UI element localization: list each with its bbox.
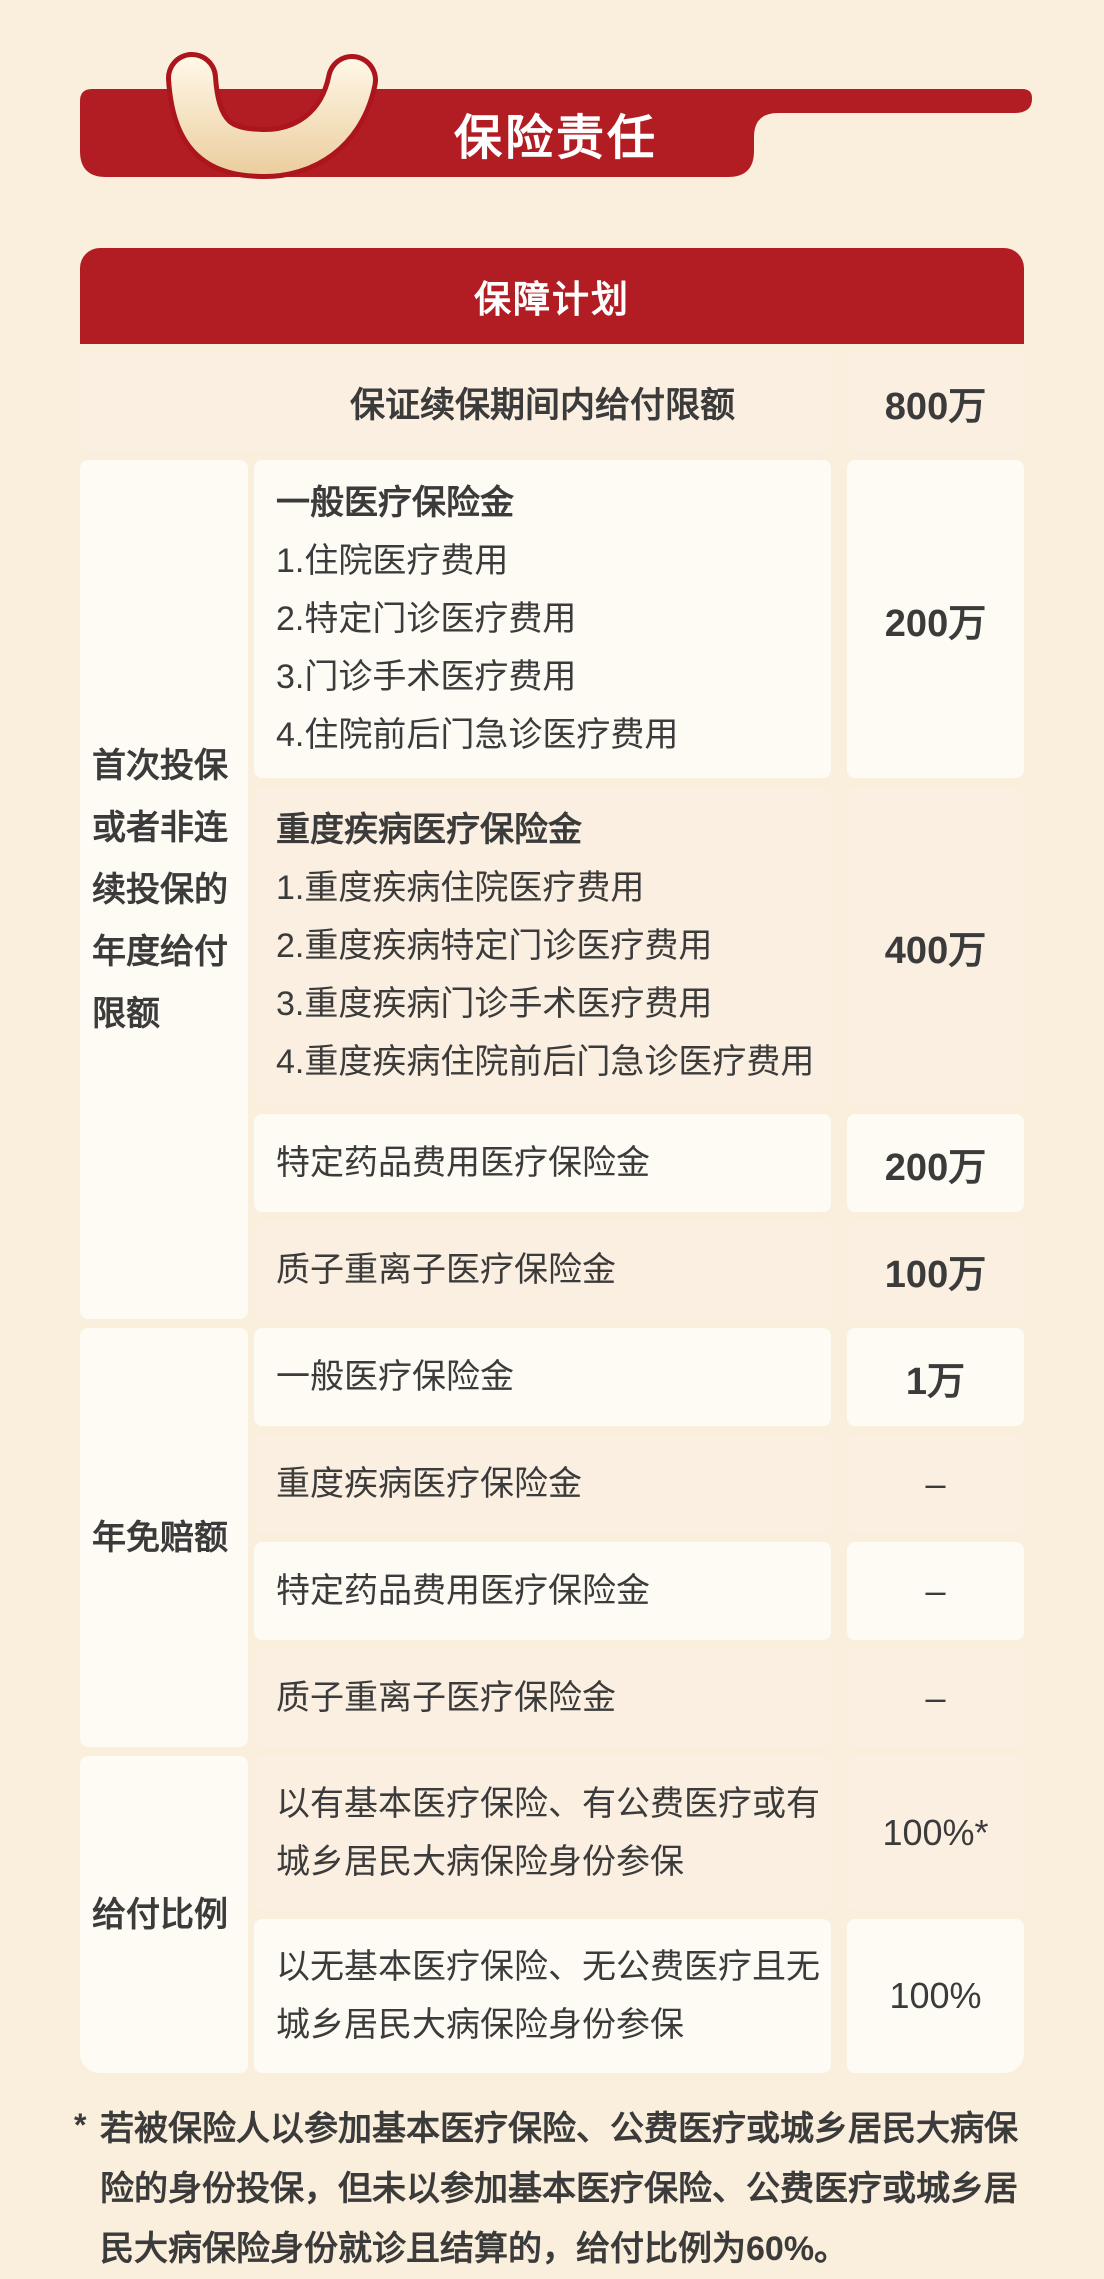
table-row: 特定药品费用医疗保险金 200万 (254, 1114, 1024, 1212)
page-title: 保险责任 (453, 112, 658, 165)
table-row: 以有基本医疗保险、有公费医疗或有城乡居民大病保险身份参保 100%* (254, 1756, 1024, 1910)
value-cell: – (847, 1649, 1024, 1747)
content-cell: 一般医疗保险金 1.住院医疗费用 2.特定门诊医疗费用 3.门诊手术医疗费用 4.住院前… (254, 460, 831, 778)
table-row: 质子重离子医疗保险金 100万 (254, 1221, 1024, 1319)
table-row: 一般医疗保险金 1.住院医疗费用 2.特定门诊医疗费用 3.门诊手术医疗费用 4.住院前… (254, 460, 1024, 778)
footnote: * 若被保险人以参加基本医疗保险、公费医疗或城乡居民大病保险的身份投保，但未以参… (74, 2099, 1030, 2279)
benefit-item: 4.住院前后门急诊医疗费用 (276, 716, 679, 754)
benefit-title: 一般医疗保险金 (276, 484, 514, 522)
content-cell: 质子重离子医疗保险金 (254, 1649, 831, 1747)
table-group: 首次投保或者非连续投保的年度给付限额 一般医疗保险金 1.住院医疗费用 2.特定门诊医… (80, 460, 1024, 1319)
table-row: 重度疾病医疗保险金 – (254, 1435, 1024, 1533)
group-rows: 以有基本医疗保险、有公费医疗或有城乡居民大病保险身份参保 100%* 以无基本医疗保… (254, 1756, 1024, 2073)
table-group: 年免赔额 一般医疗保险金 1万 重度疾病医疗保险金 – 特定药品费用医疗保险金 – 质子重离子… (80, 1328, 1024, 1747)
group-label: 首次投保或者非连续投保的年度给付限额 (80, 460, 248, 1319)
group-rows: 一般医疗保险金 1.住院医疗费用 2.特定门诊医疗费用 3.门诊手术医疗费用 4.住院前… (254, 460, 1024, 1319)
content-cell: 以有基本医疗保险、有公费医疗或有城乡居民大病保险身份参保 (254, 1756, 831, 1910)
benefit-item: 4.重度疾病住院前后门急诊医疗费用 (276, 1043, 815, 1081)
value-cell: – (847, 1435, 1024, 1533)
table-row: 以无基本医疗保险、无公费医疗且无城乡居民大病保险身份参保 100% (254, 1919, 1024, 2073)
table-row: 质子重离子医疗保险金 – (254, 1649, 1024, 1747)
plan-table: 保障计划 保证续保期间内给付限额 800万 首次投保或者非连续投保的年度给付限额… (80, 248, 1024, 2073)
benefit-item: 1.住院医疗费用 (276, 542, 509, 580)
content-cell: 重度疾病医疗保险金 1.重度疾病住院医疗费用 2.重度疾病特定门诊医疗费用 3.重度疾… (254, 787, 831, 1105)
footnote-marker: * (74, 2107, 87, 2143)
benefit-item: 1.重度疾病住院医疗费用 (276, 869, 645, 907)
table-row: 一般医疗保险金 1万 (254, 1328, 1024, 1426)
guarantee-limit-value: 800万 (847, 353, 1024, 451)
value-cell: 1万 (847, 1328, 1024, 1426)
table-group: 给付比例 以有基本医疗保险、有公费医疗或有城乡居民大病保险身份参保 100%* 以无基… (80, 1756, 1024, 2073)
content-cell: 重度疾病医疗保险金 (254, 1435, 831, 1533)
group-label: 给付比例 (80, 1756, 248, 2073)
value-cell: 100万 (847, 1221, 1024, 1319)
value-cell: 200万 (847, 460, 1024, 778)
value-cell: 200万 (847, 1114, 1024, 1212)
group-label: 年免赔额 (80, 1328, 248, 1747)
value-cell: 100% (847, 1919, 1024, 2073)
banner: 保险责任 (0, 0, 1104, 248)
table-row: 重度疾病医疗保险金 1.重度疾病住院医疗费用 2.重度疾病特定门诊医疗费用 3.重度疾… (254, 787, 1024, 1105)
content-cell: 特定药品费用医疗保险金 (254, 1542, 831, 1640)
benefit-item: 2.重度疾病特定门诊医疗费用 (276, 927, 713, 965)
value-cell: – (847, 1542, 1024, 1640)
guarantee-limit-row: 保证续保期间内给付限额 800万 (80, 353, 1024, 451)
benefit-item: 3.门诊手术医疗费用 (276, 658, 577, 696)
table-row: 特定药品费用医疗保险金 – (254, 1542, 1024, 1640)
benefit-item: 2.特定门诊医疗费用 (276, 600, 577, 638)
bag-handle-fill (171, 57, 373, 174)
benefit-item: 3.重度疾病门诊手术医疗费用 (276, 985, 713, 1023)
benefit-title: 重度疾病医疗保险金 (276, 811, 582, 849)
footnote-text: 若被保险人以参加基本医疗保险、公费医疗或城乡居民大病保险的身份投保，但未以参加基… (100, 2110, 1018, 2268)
content-cell: 质子重离子医疗保险金 (254, 1221, 831, 1319)
content-cell: 特定药品费用医疗保险金 (254, 1114, 831, 1212)
group-rows: 一般医疗保险金 1万 重度疾病医疗保险金 – 特定药品费用医疗保险金 – 质子重离子医疗保险… (254, 1328, 1024, 1747)
guarantee-limit-label: 保证续保期间内给付限额 (80, 353, 831, 451)
value-cell: 100%* (847, 1756, 1024, 1910)
value-cell: 400万 (847, 787, 1024, 1105)
banner-ribbon (80, 52, 1032, 179)
content-cell: 以无基本医疗保险、无公费医疗且无城乡居民大病保险身份参保 (254, 1919, 831, 2073)
table-groups: 首次投保或者非连续投保的年度给付限额 一般医疗保险金 1.住院医疗费用 2.特定门诊医… (80, 460, 1024, 2073)
content-cell: 一般医疗保险金 (254, 1328, 831, 1426)
plan-table-header: 保障计划 (80, 248, 1024, 344)
